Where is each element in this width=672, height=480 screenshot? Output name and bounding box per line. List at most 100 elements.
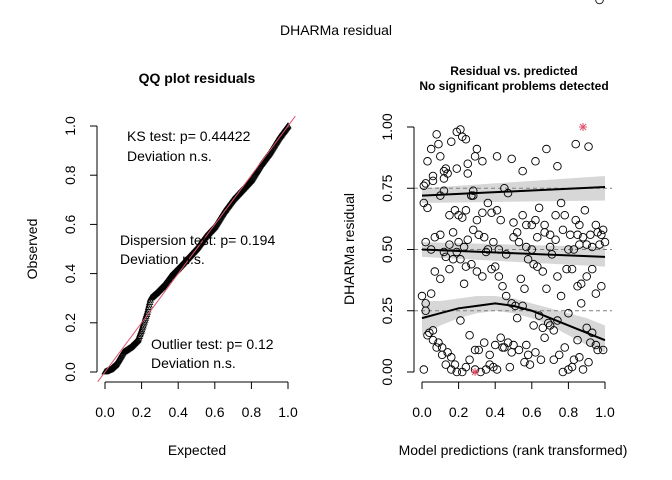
residual-point [525, 360, 535, 369]
residual-point [430, 232, 440, 242]
figure-title: DHARMa residual [280, 22, 392, 38]
residual-point [432, 130, 441, 139]
residual-point [439, 186, 449, 195]
residual-point [593, 345, 602, 355]
residual-point [492, 152, 502, 161]
residual-point [483, 245, 493, 254]
qq-x-tick-label: 1.0 [278, 404, 298, 420]
residual-point [540, 333, 549, 342]
residual-point [445, 264, 454, 274]
rv-y-tick-label: 0.75 [379, 174, 395, 201]
outlier-test-text: Outlier test: p= 0.12 [151, 336, 274, 352]
residual-point [432, 343, 441, 352]
residual-point [441, 360, 451, 369]
residual-point [461, 362, 471, 372]
residual-point [576, 279, 586, 289]
residual-point [494, 272, 504, 281]
qq-point [284, 122, 292, 129]
residual-point [459, 279, 469, 289]
residual-point [553, 316, 562, 325]
residual-point [571, 215, 580, 225]
residual-point [598, 225, 608, 235]
residual-point [452, 164, 462, 173]
residual-point [417, 291, 427, 301]
residual-point [421, 306, 430, 316]
residual-point [489, 237, 498, 247]
residual-point [534, 311, 544, 320]
residual-point [472, 144, 482, 154]
residual-point [426, 289, 436, 298]
residual-point [452, 247, 462, 257]
residual-point [452, 367, 462, 377]
residual-point [437, 350, 447, 360]
residual-point [571, 139, 580, 149]
residual-point [441, 164, 451, 173]
residual-point [593, 228, 602, 237]
residual-point [450, 360, 460, 369]
residual-point [542, 284, 551, 293]
residual-point [584, 357, 593, 367]
residual-point [567, 264, 577, 274]
residual-point [498, 282, 507, 291]
residual-point [523, 350, 533, 360]
residual-point [582, 272, 591, 281]
residual-point [540, 220, 549, 230]
residual-point [573, 335, 582, 345]
residual-point [569, 245, 579, 254]
rv-y-axis-label: DHARMa residual [341, 193, 357, 305]
residual-point [575, 353, 584, 362]
residual-point [423, 331, 432, 340]
residual-point [478, 157, 487, 166]
residual-points [417, 0, 610, 377]
residual-point [441, 252, 451, 262]
rv-y-tick-label: 0.00 [379, 358, 395, 385]
residual-point [463, 159, 473, 168]
residual-point [421, 237, 430, 247]
residual-point [558, 225, 568, 235]
residual-point [490, 262, 500, 271]
qq-x-axis-label: Expected [168, 442, 226, 458]
qq-y-tick-label: 1.0 [62, 116, 78, 136]
quantile-band-0.25 [422, 296, 605, 353]
residual-point [551, 210, 560, 220]
residual-point [456, 316, 465, 325]
residual-point [591, 289, 601, 298]
residual-point [562, 264, 571, 274]
residual-point [527, 245, 537, 254]
residual-point [576, 299, 586, 308]
residual-point [573, 230, 582, 240]
qq-x-tick-label: 0.4 [168, 404, 188, 420]
residual-point [507, 154, 516, 164]
residual-point [558, 367, 568, 377]
residual-point [529, 321, 538, 330]
residual-point [465, 331, 474, 340]
residual-point [509, 340, 518, 350]
qq-x-tick-label: 0.6 [205, 404, 225, 420]
outlier-star [579, 123, 588, 131]
quantile-band-0.75 [422, 176, 605, 203]
residual-point [479, 338, 489, 347]
residual-point [549, 355, 559, 365]
residual-point [586, 230, 595, 240]
residual-point [542, 144, 551, 154]
residual-point [463, 235, 473, 244]
residual-point [448, 228, 458, 237]
residual-point [520, 357, 529, 367]
qq-y-axis-label: Observed [24, 219, 40, 280]
residual-point [481, 365, 491, 374]
dispersion-deviation-text: Deviation n.s. [120, 251, 205, 267]
residual-point [447, 365, 456, 374]
residual-point [459, 242, 469, 252]
rv-x-tick-label: 0.0 [412, 404, 432, 420]
residual-point [487, 208, 496, 217]
qq-y-ticks: 0.0 0.2 0.4 0.6 0.8 1.0 [62, 116, 97, 382]
residual-point [556, 291, 566, 301]
residual-point [560, 343, 569, 352]
residual-point [470, 152, 480, 161]
rv-subtitle: No significant problems detected [419, 79, 608, 93]
residual-point [445, 210, 454, 220]
residual-point [428, 171, 438, 181]
residual-point [527, 220, 537, 230]
residual-point [470, 345, 480, 355]
residual-point [445, 240, 454, 249]
